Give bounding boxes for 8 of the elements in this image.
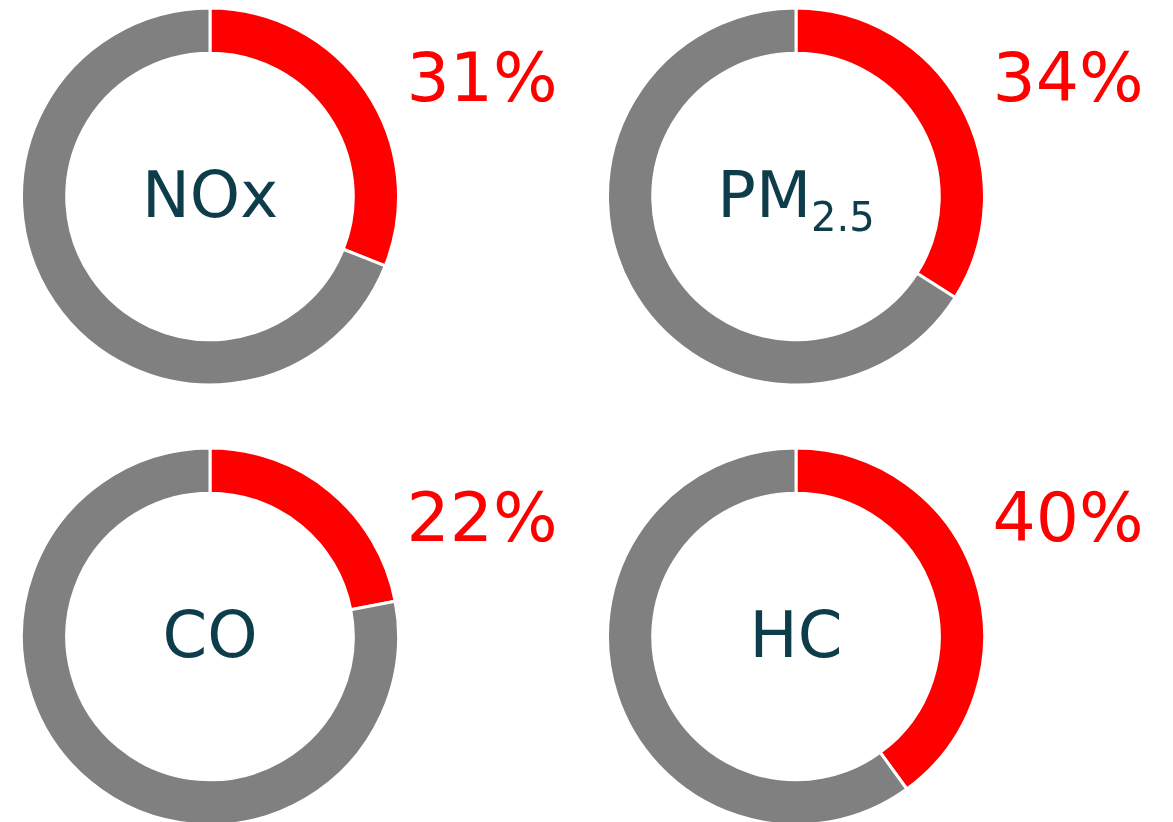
text: CO bbox=[161, 597, 259, 674]
data-label: 40% bbox=[992, 478, 1144, 558]
text: HC bbox=[748, 597, 844, 674]
text: PM$_{2.5}$ bbox=[716, 157, 876, 242]
data-label: 31% bbox=[406, 38, 558, 118]
text: NOx bbox=[140, 157, 280, 234]
data-label: 34% bbox=[992, 38, 1144, 118]
data-label: 22% bbox=[406, 478, 558, 558]
